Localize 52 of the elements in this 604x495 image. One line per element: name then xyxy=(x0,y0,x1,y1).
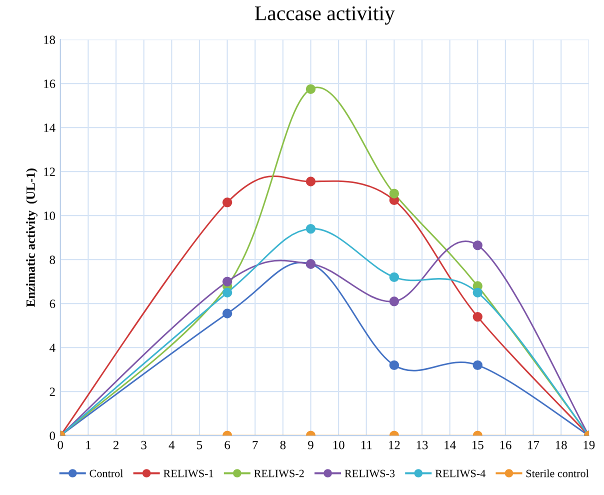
y-tick-label: 4 xyxy=(50,344,56,352)
x-tick-label: 9 xyxy=(308,440,314,450)
point xyxy=(222,276,232,286)
legend-label: RELIWS-1 xyxy=(164,470,214,478)
point xyxy=(472,288,482,298)
y-axis-title: Enzimatic activity (UL-1) xyxy=(26,168,38,307)
legend-label: Sterile control xyxy=(526,469,589,478)
y-tick-label: 10 xyxy=(44,212,56,220)
y-tick-label: 2 xyxy=(50,388,55,396)
x-tick-label: 3 xyxy=(141,440,146,450)
x-tick-label: 4 xyxy=(168,440,175,450)
point xyxy=(389,188,400,198)
x-tick-label: 15 xyxy=(472,440,484,450)
point xyxy=(222,308,232,318)
x-tick-label: 10 xyxy=(333,440,344,450)
x-tick-label: 13 xyxy=(416,440,428,450)
x-tick-label: 7 xyxy=(252,440,258,450)
y-tick-label: 12 xyxy=(44,168,55,176)
point xyxy=(472,360,482,370)
y-tick-label: 6 xyxy=(50,300,56,308)
point xyxy=(389,296,400,306)
x-tick-label: 12 xyxy=(389,440,400,450)
y-tick-label: 8 xyxy=(50,256,56,264)
x-tick-label: 2 xyxy=(113,440,118,450)
point xyxy=(222,288,232,298)
point xyxy=(472,312,482,322)
legend-label: Control xyxy=(90,469,124,478)
x-tick-label: 11 xyxy=(361,440,372,450)
x-tick-label: 0 xyxy=(58,440,64,450)
x-tick-label: 5 xyxy=(197,440,202,450)
x-tick-label: 19 xyxy=(584,440,595,450)
legend-label: RELIWS-2 xyxy=(254,470,304,478)
x-tick-label: 17 xyxy=(528,440,540,450)
x-tick-label: 14 xyxy=(444,440,456,450)
legend-label: RELIWS-4 xyxy=(435,470,486,478)
x-tick-label: 8 xyxy=(280,440,286,450)
y-tick-label: 14 xyxy=(44,124,56,132)
point xyxy=(389,272,400,282)
x-tick-label: 16 xyxy=(500,440,512,450)
x-tick-label: 18 xyxy=(556,440,567,450)
chart-title: Laccase activitiy xyxy=(254,6,395,25)
y-tick-label: 16 xyxy=(44,80,56,88)
point xyxy=(306,224,316,234)
x-tick-label: 1 xyxy=(86,440,91,450)
y-tick-label: 0 xyxy=(50,432,56,440)
y-tick-label: 18 xyxy=(44,36,56,44)
legend-label: RELIWS-3 xyxy=(344,470,395,478)
point xyxy=(306,176,316,186)
point xyxy=(472,240,482,250)
point xyxy=(389,360,400,370)
point xyxy=(222,198,232,208)
x-tick-label: 6 xyxy=(224,440,230,450)
